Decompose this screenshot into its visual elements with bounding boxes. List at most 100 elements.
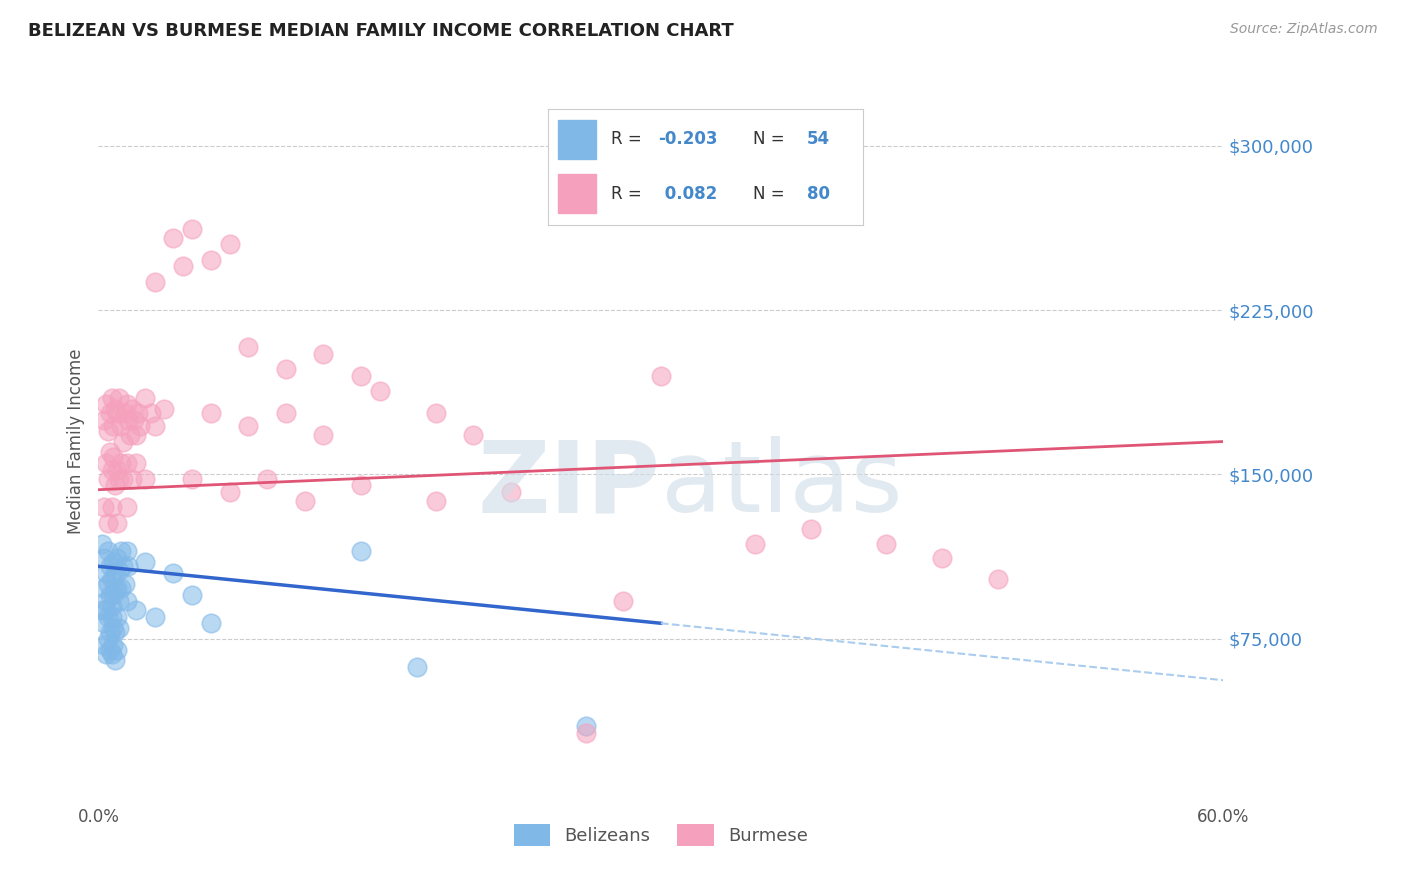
Point — [218, 237, 240, 252]
Point — [98, 445, 121, 459]
Point — [94, 647, 117, 661]
Point — [172, 260, 194, 274]
Point — [100, 599, 122, 613]
Point — [274, 362, 297, 376]
Point — [200, 406, 222, 420]
Point — [104, 653, 127, 667]
Point — [238, 340, 260, 354]
Point — [94, 594, 117, 608]
Text: atlas: atlas — [661, 436, 903, 533]
Point — [294, 493, 316, 508]
Point — [114, 406, 136, 420]
Point — [120, 428, 142, 442]
Point — [94, 457, 117, 471]
Point — [139, 406, 162, 420]
Point — [312, 428, 335, 442]
Point — [91, 537, 114, 551]
Text: ZIP: ZIP — [478, 436, 661, 533]
Point — [97, 516, 120, 530]
Point — [575, 725, 598, 739]
Point — [103, 638, 125, 652]
Point — [463, 428, 485, 442]
Point — [105, 581, 128, 595]
Point — [143, 275, 166, 289]
Point — [256, 472, 278, 486]
Point — [98, 625, 121, 640]
Point — [97, 472, 120, 486]
Point — [121, 472, 143, 486]
Point — [117, 559, 139, 574]
Point — [350, 478, 373, 492]
Point — [110, 457, 132, 471]
Point — [125, 457, 148, 471]
Point — [115, 457, 138, 471]
Point — [105, 406, 128, 420]
Point — [103, 588, 125, 602]
Point — [117, 412, 139, 426]
Legend: Belizeans, Burmese: Belizeans, Burmese — [506, 817, 815, 854]
Point — [103, 621, 125, 635]
Point — [105, 550, 128, 565]
Point — [100, 647, 122, 661]
Point — [350, 368, 373, 383]
Point — [103, 450, 125, 464]
Text: Source: ZipAtlas.com: Source: ZipAtlas.com — [1230, 22, 1378, 37]
Point — [94, 566, 117, 580]
Point — [111, 434, 134, 449]
Point — [104, 566, 127, 580]
Point — [200, 616, 222, 631]
Point — [97, 577, 120, 591]
Point — [612, 594, 634, 608]
Point — [97, 632, 120, 646]
Point — [143, 609, 166, 624]
Point — [238, 419, 260, 434]
Point — [115, 397, 138, 411]
Point — [368, 384, 391, 399]
Point — [100, 463, 122, 477]
Point — [98, 406, 121, 420]
Point — [800, 522, 823, 536]
Point — [987, 573, 1010, 587]
Point — [105, 642, 128, 657]
Point — [93, 550, 115, 565]
Point — [181, 222, 204, 236]
Point — [162, 231, 184, 245]
Point — [93, 616, 115, 631]
Point — [575, 719, 598, 733]
Point — [105, 609, 128, 624]
Point — [103, 419, 125, 434]
Point — [121, 401, 143, 416]
Point — [312, 347, 335, 361]
Point — [425, 406, 447, 420]
Point — [650, 368, 672, 383]
Point — [499, 484, 522, 499]
Point — [104, 581, 127, 595]
Point — [93, 638, 115, 652]
Point — [134, 391, 156, 405]
Point — [134, 472, 156, 486]
Point — [103, 555, 125, 569]
Point — [108, 564, 131, 578]
Point — [425, 493, 447, 508]
Point — [122, 412, 145, 426]
Point — [162, 566, 184, 580]
Point — [115, 500, 138, 515]
Point — [111, 559, 134, 574]
Point — [744, 537, 766, 551]
Point — [110, 544, 132, 558]
Point — [200, 252, 222, 267]
Point — [127, 406, 149, 420]
Point — [181, 588, 204, 602]
Point — [104, 625, 127, 640]
Point — [94, 397, 117, 411]
Point — [93, 581, 115, 595]
Point — [111, 472, 134, 486]
Point — [218, 484, 240, 499]
Point — [104, 401, 127, 416]
Point — [94, 603, 117, 617]
Y-axis label: Median Family Income: Median Family Income — [66, 349, 84, 534]
Point — [100, 573, 122, 587]
Point — [93, 500, 115, 515]
Point — [274, 406, 297, 420]
Point — [98, 588, 121, 602]
